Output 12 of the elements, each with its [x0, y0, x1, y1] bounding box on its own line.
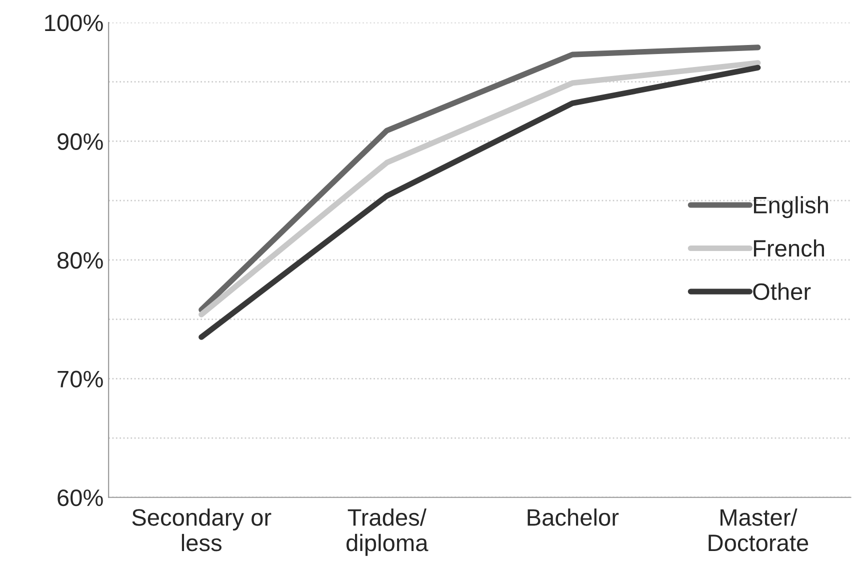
y-tick-label: 90%	[58, 133, 103, 150]
x-tick-label: Master/ Doctorate	[708, 508, 808, 552]
x-tick-label: Bachelor	[528, 508, 619, 526]
y-tick-label: 70%	[58, 370, 103, 388]
x-tick-label: Secondary or less	[132, 508, 272, 552]
legend-label: French	[754, 239, 824, 257]
x-tick-label: Trades/ diploma	[346, 508, 428, 556]
legend-label: English	[754, 196, 828, 218]
y-tick-label: 60%	[58, 489, 103, 506]
y-tick-label: 100%	[45, 14, 103, 32]
y-tick-label: 80%	[57, 252, 103, 269]
legend-label: Other	[753, 282, 811, 300]
